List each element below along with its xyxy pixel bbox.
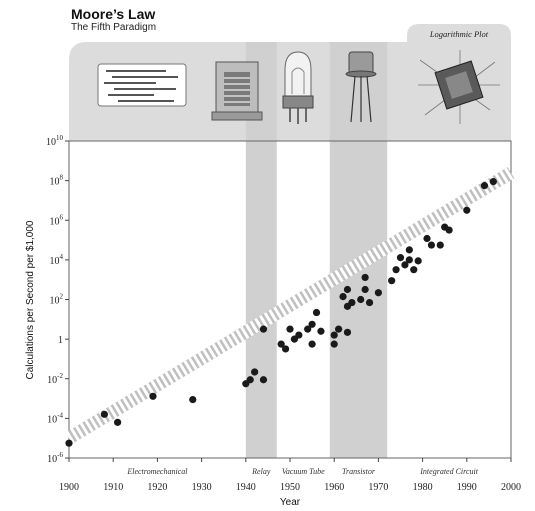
integrated-circuit-icon <box>418 50 500 124</box>
data-point-7 <box>251 368 259 376</box>
vacuum-tube-icon <box>282 51 314 124</box>
data-point-0 <box>65 439 73 447</box>
data-point-6 <box>246 376 254 384</box>
data-point-36 <box>401 261 409 269</box>
x-tick-label-3: 1930 <box>192 482 212 493</box>
data-point-25 <box>343 285 352 294</box>
y-tick-label-1: 10-4 <box>47 411 63 425</box>
data-point-27 <box>348 298 356 307</box>
data-point-2 <box>114 418 122 426</box>
data-point-23 <box>339 293 347 301</box>
punched-card-icon <box>97 63 187 107</box>
relay-icon <box>211 61 263 121</box>
data-point-34 <box>392 266 400 274</box>
data-point-33 <box>388 277 396 285</box>
data-point-20 <box>330 340 338 348</box>
data-point-11 <box>281 345 290 353</box>
data-point-4 <box>189 395 197 404</box>
data-point-30 <box>361 273 369 282</box>
paradigm-label-2: Vacuum Tube <box>282 467 325 476</box>
paradigm-label-1: Relay <box>251 467 271 476</box>
data-point-1 <box>100 410 108 418</box>
trend-band-stripes <box>65 167 515 444</box>
x-tick-label-10: 2000 <box>501 482 521 493</box>
data-point-48 <box>489 178 497 186</box>
data-point-14 <box>295 331 303 339</box>
data-point-17 <box>308 340 316 348</box>
y-tick-label-8: 1010 <box>46 134 64 148</box>
y-tick-label-5: 104 <box>50 253 64 267</box>
chart-title: Moore’s Law <box>71 6 156 22</box>
data-point-46 <box>463 206 471 214</box>
x-tick-label-6: 1960 <box>324 482 344 493</box>
data-point-24 <box>343 328 352 336</box>
scale-tab <box>407 24 511 42</box>
trend-band <box>65 167 515 444</box>
x-axis-label: Year <box>280 497 301 508</box>
data-point-10 <box>277 340 285 348</box>
data-point-42 <box>427 241 436 249</box>
x-tick-label-5: 1950 <box>280 482 300 493</box>
chart-subtitle: The Fifth Paradigm <box>71 22 157 33</box>
data-point-37 <box>405 246 413 254</box>
transistor-icon <box>345 51 377 123</box>
data-point-39 <box>410 266 418 274</box>
data-point-41 <box>423 234 431 243</box>
x-tick-label-7: 1970 <box>368 482 388 493</box>
data-point-18 <box>312 308 321 317</box>
y-tick-label-0: 10-6 <box>47 451 63 465</box>
x-axis: 1900 1910 1920 1930 1940 1950 1960 1970 1980 1990… <box>59 458 521 493</box>
x-tick-label-4: 1940 <box>236 482 256 493</box>
y-tick-label-6: 106 <box>50 213 64 227</box>
y-tick-label-4: 102 <box>50 293 64 307</box>
data-point-12 <box>286 325 294 333</box>
data-point-43 <box>436 241 444 249</box>
data-point-19 <box>317 327 325 335</box>
x-tick-label-2: 1920 <box>147 482 167 493</box>
y-tick-label-7: 108 <box>50 174 64 188</box>
data-point-3 <box>149 392 157 400</box>
data-points <box>65 178 497 447</box>
data-point-28 <box>357 295 365 304</box>
data-point-32 <box>374 289 382 297</box>
data-point-38 <box>405 256 413 264</box>
data-point-47 <box>480 182 489 190</box>
x-tick-label-8: 1980 <box>413 482 433 493</box>
paradigm-label-4: Integrated Circuit <box>419 467 478 476</box>
scale-tab-label: Logarithmic Plot <box>429 29 489 39</box>
data-point-9 <box>259 325 268 333</box>
data-point-16 <box>308 320 316 328</box>
data-point-21 <box>330 331 338 339</box>
y-tick-label-3: 1 <box>58 335 63 346</box>
y-axis: 10-6 10-4 10-2 1 102 104 106 108 1010 <box>46 134 69 465</box>
data-point-31 <box>365 298 374 307</box>
paradigm-labels: Electromechanical Relay Vacuum Tube Transis… <box>126 467 478 476</box>
x-tick-label-0: 1900 <box>59 482 79 493</box>
data-point-22 <box>335 325 343 333</box>
paradigm-label-0: Electromechanical <box>126 467 188 476</box>
data-point-45 <box>445 226 453 234</box>
y-axis-label: Calculations per Second per $1,000 <box>25 220 36 379</box>
data-point-35 <box>396 254 405 262</box>
data-point-40 <box>414 257 422 265</box>
x-tick-label-9: 1990 <box>457 482 477 493</box>
data-point-29 <box>361 285 369 294</box>
paradigm-label-3: Transistor <box>342 467 376 476</box>
data-point-8 <box>259 376 268 384</box>
y-tick-label-2: 10-2 <box>47 372 63 386</box>
data-point-15 <box>304 325 312 333</box>
x-tick-label-1: 1910 <box>103 482 123 493</box>
